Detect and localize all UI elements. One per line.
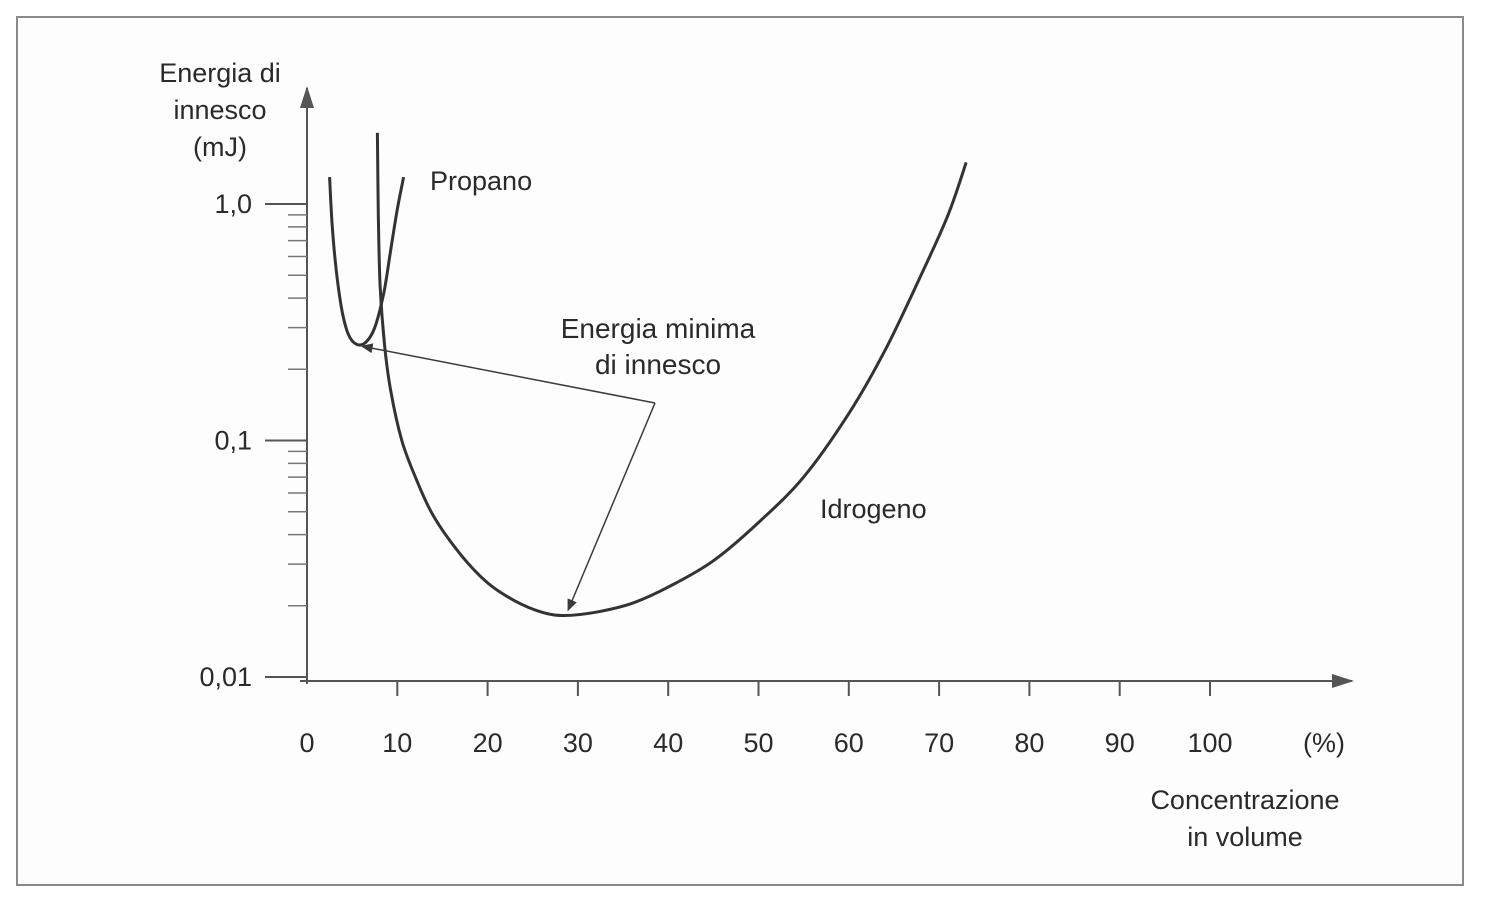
x-tick-label: 60 [834, 728, 864, 758]
chart-frame [16, 16, 1464, 886]
series-curve-idrogeno [375, 132, 968, 617]
series-curve-propano [328, 176, 406, 347]
y-tick-label: 1,0 [214, 189, 252, 219]
annotation-energia-minima-line1: Energia minima [561, 313, 756, 344]
x-tick-label: 90 [1105, 728, 1135, 758]
y-minor-ticks [288, 214, 307, 607]
x-axis-unit: (%) [1303, 728, 1345, 758]
arrow-to-idrogeno-min [567, 402, 656, 612]
y-axis-title-line1: Energia di [159, 58, 281, 88]
y-axis-title-line2: innesco [173, 95, 266, 125]
x-tick-label: 20 [473, 728, 503, 758]
y-tick-label: 0,01 [199, 662, 252, 692]
x-tick-label: 80 [1014, 728, 1044, 758]
x-tick-label: 70 [924, 728, 954, 758]
x-axis-title-line2: in volume [1187, 822, 1303, 852]
annotation-energia-minima-line2: di innesco [595, 349, 721, 380]
x-tick-label: 50 [743, 728, 773, 758]
axes [300, 86, 1354, 688]
x-tick-label: 100 [1187, 728, 1232, 758]
x-tick-label: 30 [563, 728, 593, 758]
x-axis-title-line1: Concentrazione [1150, 785, 1339, 815]
x-tick-label: 40 [653, 728, 683, 758]
y-axis-title-line3: (mJ) [193, 132, 247, 162]
x-tick-label: 0 [299, 728, 314, 758]
series-label-propano: Propano [430, 166, 532, 196]
series-label-idrogeno: Idrogeno [820, 494, 927, 524]
arrow-to-propano-min [360, 343, 656, 404]
y-axis-ticks: 1,0 0,1 0,01 [199, 189, 307, 692]
x-tick-label: 10 [382, 728, 412, 758]
y-tick-label: 0,1 [214, 426, 252, 456]
x-axis-ticks: 0 10 20 30 40 50 60 70 80 90 100 [299, 681, 1233, 758]
annotation-arrows [360, 343, 656, 612]
